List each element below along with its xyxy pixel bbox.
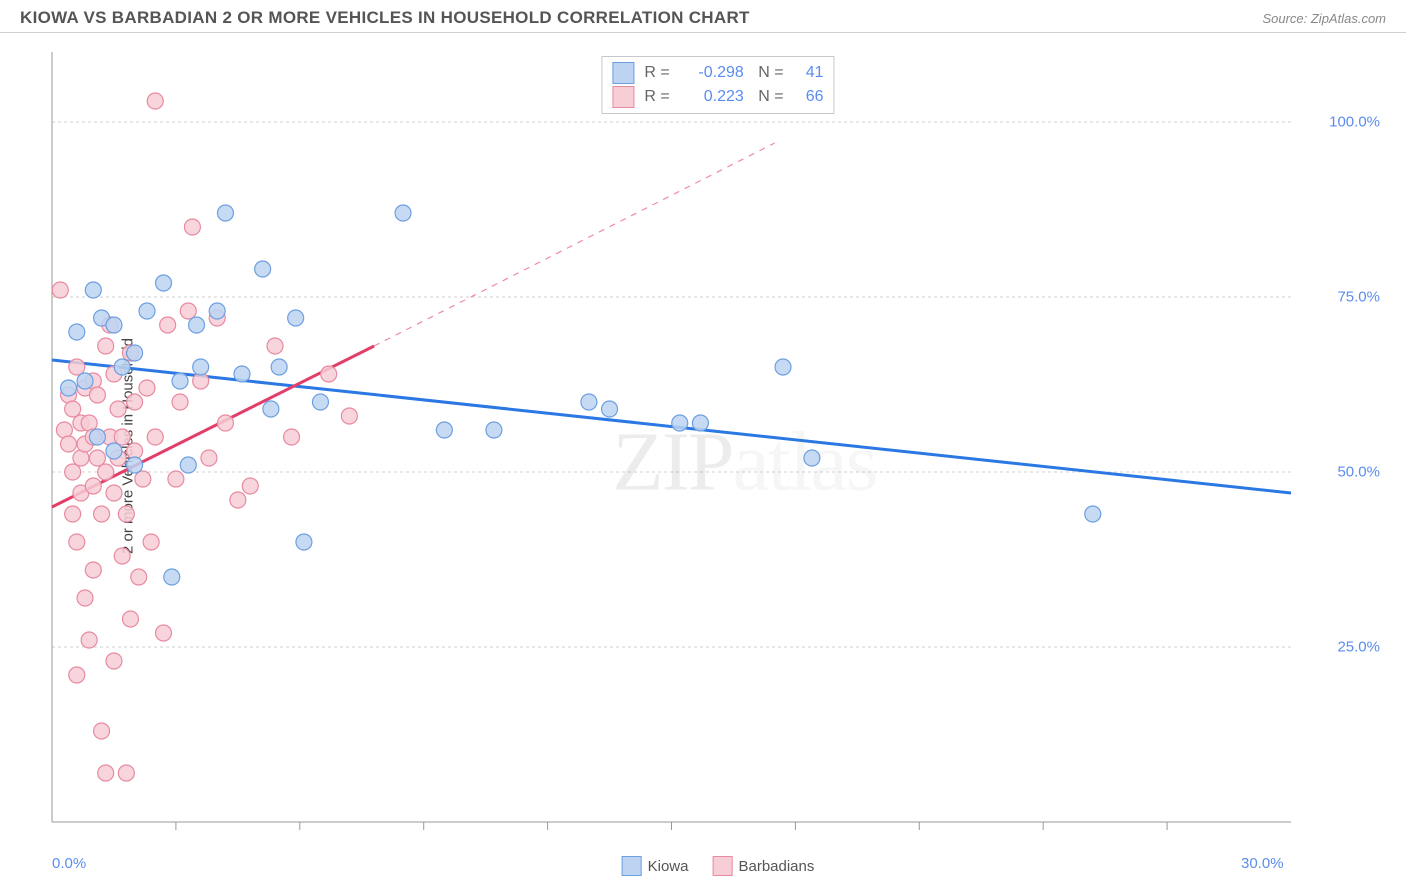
legend-item-barbadians: Barbadians: [712, 856, 814, 876]
barbadians-swatch-icon: [612, 86, 634, 108]
x-tick-label: 30.0%: [1241, 855, 1284, 872]
stats-row-barbadians: R = 0.223 N = 66: [612, 85, 823, 109]
y-tick-label: 50.0%: [1337, 464, 1386, 481]
legend-label-kiowa: Kiowa: [648, 858, 689, 875]
x-tick-label: 0.0%: [52, 855, 86, 872]
chart-area: 2 or more Vehicles in Household ZIPatlas…: [50, 50, 1386, 842]
y-tick-label: 25.0%: [1337, 639, 1386, 656]
legend-label-barbadians: Barbadians: [738, 858, 814, 875]
barbadians-r-value: 0.223: [680, 85, 744, 109]
chart-header: KIOWA VS BARBADIAN 2 OR MORE VEHICLES IN…: [0, 0, 1406, 33]
y-tick-label: 100.0%: [1329, 114, 1386, 131]
y-tick-label: 75.0%: [1337, 289, 1386, 306]
legend-item-kiowa: Kiowa: [622, 856, 689, 876]
barbadians-swatch-icon: [712, 856, 732, 876]
chart-source: Source: ZipAtlas.com: [1262, 11, 1386, 26]
kiowa-n-value: 41: [794, 61, 824, 85]
kiowa-r-value: -0.298: [680, 61, 744, 85]
kiowa-swatch-icon: [612, 62, 634, 84]
chart-title: KIOWA VS BARBADIAN 2 OR MORE VEHICLES IN…: [20, 8, 750, 28]
legend-bottom: Kiowa Barbadians: [622, 856, 815, 876]
kiowa-swatch-icon: [622, 856, 642, 876]
stats-legend-box: R = -0.298 N = 41 R = 0.223 N = 66: [601, 56, 834, 114]
scatter-plot: [50, 50, 1386, 842]
stats-row-kiowa: R = -0.298 N = 41: [612, 61, 823, 85]
barbadians-n-value: 66: [794, 85, 824, 109]
